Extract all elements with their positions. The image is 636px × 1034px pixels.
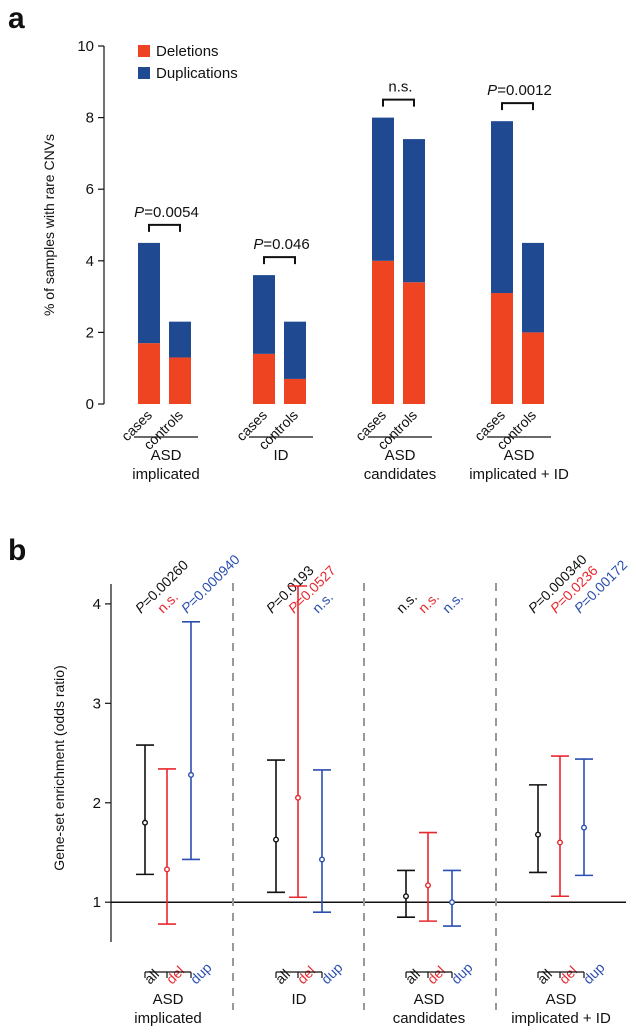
group-label-a: ASD <box>385 447 416 464</box>
group-label-b: ASD <box>153 991 184 1008</box>
panel-letter-b: b <box>8 534 26 567</box>
significance-label: P=0.0012 <box>487 82 552 99</box>
pvalue-dup: n.s. <box>439 589 466 616</box>
bar-duplications <box>138 242 160 344</box>
group-label-a: candidates <box>364 466 437 483</box>
y-tick-label-a: 0 <box>86 396 94 413</box>
point-estimate-del <box>295 794 302 801</box>
legend-swatch-duplications <box>138 67 150 79</box>
group-label-b: ASD <box>414 991 445 1008</box>
panel-letter-a: a <box>8 2 25 35</box>
bar-duplications <box>403 139 425 283</box>
point-estimate-dup <box>581 824 588 831</box>
legend-label-deletions: Deletions <box>156 43 219 60</box>
point-estimate-all <box>535 831 542 838</box>
bar-duplications <box>372 117 394 261</box>
legend-swatch-deletions <box>138 45 150 57</box>
group-label-b: ID <box>292 991 307 1008</box>
group-label-a: implicated + ID <box>469 466 569 483</box>
y-tick-label-a: 8 <box>86 110 94 127</box>
significance-label: n.s. <box>388 79 412 96</box>
y-tick-label-b: 2 <box>93 795 101 812</box>
group-label-a: ASD <box>504 447 535 464</box>
bar-deletions <box>169 357 191 404</box>
group-label-a: implicated <box>132 466 200 483</box>
bar-deletions <box>253 353 275 404</box>
bar-deletions <box>372 260 394 404</box>
y-tick-label-b: 1 <box>93 894 101 911</box>
y-tick-label-b: 3 <box>93 695 101 712</box>
significance-bracket <box>501 102 534 111</box>
category-label-b: all <box>534 966 555 987</box>
category-label-b: all <box>272 966 293 987</box>
y-tick-label-a: 4 <box>86 253 94 270</box>
significance-label: P=0.0054 <box>134 204 199 221</box>
bar-duplications <box>284 321 306 379</box>
group-label-a: ASD <box>151 447 182 464</box>
y-axis-title-a: % of samples with rare CNVs <box>41 134 57 316</box>
significance-label: P=0.046 <box>253 236 309 253</box>
significance-bracket <box>382 98 415 107</box>
group-label-b: implicated <box>134 1010 202 1027</box>
group-label-b: implicated + ID <box>511 1010 611 1027</box>
point-estimate-dup <box>319 856 326 863</box>
y-tick-label-b: 4 <box>93 596 101 613</box>
legend-label-duplications: Duplications <box>156 65 238 82</box>
group-label-b: ASD <box>546 991 577 1008</box>
point-estimate-del <box>425 882 432 889</box>
category-label-b: all <box>141 966 162 987</box>
y-tick-label-a: 2 <box>86 324 94 341</box>
significance-bracket <box>148 223 181 232</box>
bar-duplications <box>491 121 513 294</box>
bar-duplications <box>169 321 191 358</box>
bar-deletions <box>138 343 160 404</box>
category-label-b: all <box>402 966 423 987</box>
point-estimate-dup <box>449 899 456 906</box>
bar-deletions <box>491 293 513 404</box>
pvalue-del: n.s. <box>415 589 442 616</box>
point-estimate-all <box>403 893 410 900</box>
bar-deletions <box>522 332 544 404</box>
y-axis-title-b: Gene-set enrichment (odds ratio) <box>51 665 67 870</box>
bar-deletions <box>403 282 425 404</box>
bar-duplications <box>253 275 275 354</box>
point-estimate-all <box>273 836 280 843</box>
point-estimate-all <box>141 819 148 826</box>
point-estimate-del <box>557 839 564 846</box>
point-estimate-dup <box>187 771 194 778</box>
y-tick-label-a: 6 <box>86 181 94 198</box>
point-estimate-del <box>163 866 170 873</box>
group-label-b: candidates <box>393 1010 466 1027</box>
bar-deletions <box>284 378 306 404</box>
group-label-a: ID <box>274 447 289 464</box>
y-tick-label-a: 10 <box>77 38 94 55</box>
significance-bracket <box>263 256 296 265</box>
bar-duplications <box>522 242 544 333</box>
